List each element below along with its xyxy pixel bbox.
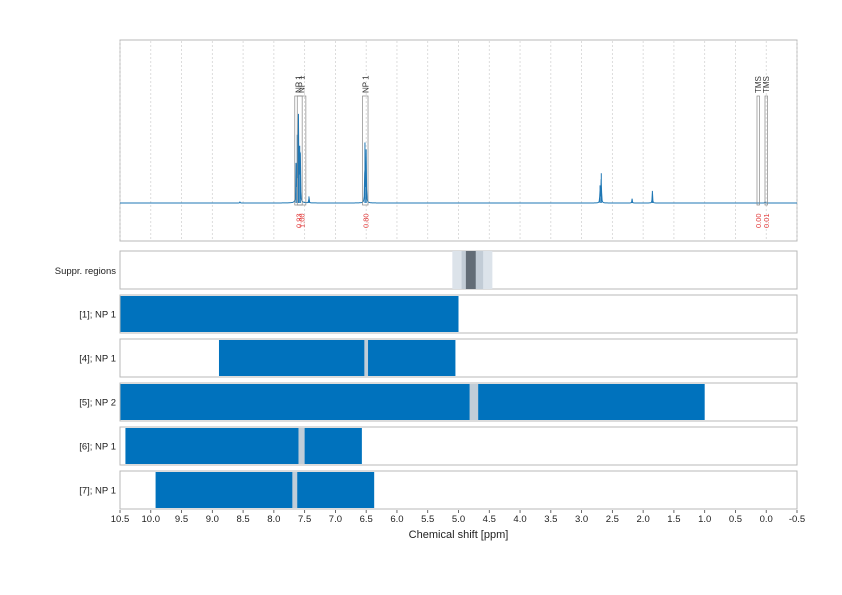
track-2-gap-0 bbox=[469, 384, 479, 420]
track-1-range-0 bbox=[218, 340, 456, 376]
x-tick-label-1: 10.0 bbox=[142, 514, 161, 525]
annotation-integral-0: 0.93 bbox=[294, 213, 303, 228]
range-tracks: [1]; NP 1 [4]; NP 1 [5]; NP 2 [6]; NP 1 [7];… bbox=[79, 294, 798, 510]
annotation-box-3 bbox=[756, 95, 760, 206]
x-tick-label-21: 0.0 bbox=[760, 514, 773, 525]
track-label-1: [4]; NP 1 bbox=[79, 354, 116, 365]
annotation-box-2 bbox=[362, 95, 369, 206]
track-3-range-0 bbox=[125, 428, 362, 464]
annotation-box-1 bbox=[296, 95, 307, 206]
x-tick-label-0: 10.5 bbox=[111, 514, 130, 525]
annotation-integral-1: 1.00 bbox=[298, 213, 307, 228]
track-2-range-0 bbox=[120, 384, 705, 420]
spectrum-gridlines bbox=[119, 41, 798, 240]
track-3: [6]; NP 1 bbox=[79, 426, 798, 466]
x-tick-label-20: 0.5 bbox=[729, 514, 742, 525]
track-4: [7]; NP 1 bbox=[79, 470, 798, 510]
x-tick-label-3: 9.0 bbox=[206, 514, 219, 525]
suppression-label: Suppr. regions bbox=[55, 266, 117, 277]
x-tick-label-19: 1.0 bbox=[698, 514, 711, 525]
track-1-gap-0 bbox=[364, 340, 369, 376]
track-label-4: [7]; NP 1 bbox=[79, 486, 116, 497]
x-tick-label-4: 8.5 bbox=[236, 514, 249, 525]
annotation-label-2: NP 1 bbox=[361, 75, 370, 93]
track-2: [5]; NP 2 bbox=[79, 382, 798, 422]
x-tick-label-5: 8.0 bbox=[267, 514, 280, 525]
track-3-gap-0 bbox=[298, 428, 305, 464]
annotation-label-1: NP 1 bbox=[298, 75, 307, 93]
track-label-0: [1]; NP 1 bbox=[79, 310, 116, 321]
x-tick-label-18: 1.5 bbox=[667, 514, 680, 525]
x-tick-label-7: 7.0 bbox=[329, 514, 342, 525]
annotation-integral-3: 0.00 bbox=[754, 213, 763, 228]
track-0: [1]; NP 1 bbox=[79, 294, 798, 334]
x-tick-label-2: 9.5 bbox=[175, 514, 188, 525]
x-tick-label-14: 3.5 bbox=[544, 514, 557, 525]
annotation-integral-2: 0.80 bbox=[361, 213, 370, 228]
annotation-box-4 bbox=[764, 95, 768, 206]
spectrum-panel: NP 1 0.93 NP 1 1.00 NP 1 0.80 TMS 0.00 TMS 0.01 bbox=[119, 39, 798, 242]
x-tick-label-15: 3.0 bbox=[575, 514, 588, 525]
x-tick-label-12: 4.5 bbox=[483, 514, 496, 525]
track-label-3: [6]; NP 1 bbox=[79, 442, 116, 453]
track-4-range-0 bbox=[155, 472, 375, 508]
x-tick-label-10: 5.5 bbox=[421, 514, 434, 525]
x-tick-label-13: 4.0 bbox=[513, 514, 526, 525]
annotation-label-3: TMS bbox=[754, 76, 763, 93]
suppression-panel: Suppr. regions bbox=[55, 250, 798, 290]
x-tick-label-17: 2.0 bbox=[637, 514, 650, 525]
x-tick-label-16: 2.5 bbox=[606, 514, 619, 525]
x-tick-label-9: 6.0 bbox=[390, 514, 403, 525]
x-tick-label-8: 6.5 bbox=[360, 514, 373, 525]
x-tick-label-22: -0.5 bbox=[789, 514, 805, 525]
peak-annotations: NP 1 0.93 NP 1 1.00 NP 1 0.80 TMS 0.00 TMS 0.01 bbox=[294, 75, 771, 228]
track-4-gap-0 bbox=[292, 472, 298, 508]
x-axis: 10.5 10.0 9.5 9.0 8.5 8.0 7.5 7.0 6.5 6.0 5.5 5.0 4.… bbox=[111, 510, 805, 525]
annotation-label-0: NP 1 bbox=[294, 75, 303, 93]
track-label-2: [5]; NP 2 bbox=[79, 398, 116, 409]
track-0-range-0 bbox=[120, 296, 459, 332]
track-1: [4]; NP 1 bbox=[79, 338, 798, 378]
annotation-label-4: TMS bbox=[762, 76, 771, 93]
suppression-region-2 bbox=[465, 251, 476, 289]
annotation-integral-4: 0.01 bbox=[762, 213, 771, 228]
x-tick-label-11: 5.0 bbox=[452, 514, 465, 525]
x-axis-title: Chemical shift [ppm] bbox=[409, 529, 509, 541]
x-tick-label-6: 7.5 bbox=[298, 514, 311, 525]
suppression-regions bbox=[452, 251, 493, 289]
